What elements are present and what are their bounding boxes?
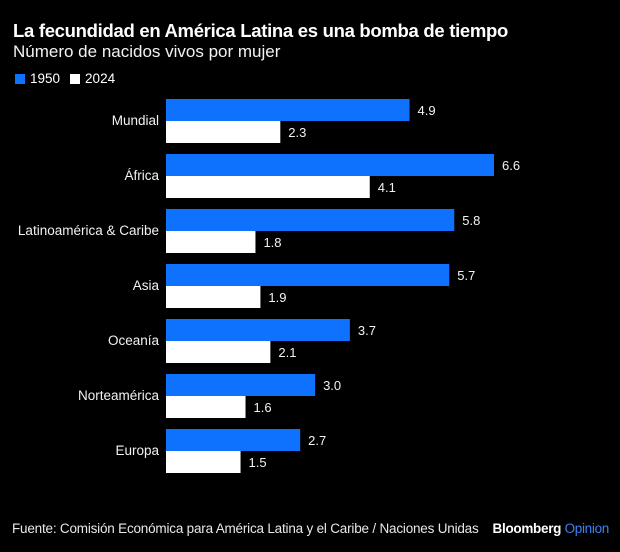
bar-2024 <box>166 121 281 143</box>
bar-1950 <box>166 264 450 286</box>
value-label-1950: 5.8 <box>462 213 480 228</box>
bar-group-mundial: Mundial 4.9 2.3 <box>112 99 436 143</box>
category-label: Latinoamérica & Caribe <box>18 223 159 238</box>
brand-primary: Bloomberg <box>492 521 562 536</box>
bar-1950 <box>166 429 301 451</box>
category-label: África <box>124 168 159 183</box>
legend-label-2024: 2024 <box>85 71 116 86</box>
bar-1950 <box>166 319 350 341</box>
category-label: Asia <box>133 278 160 293</box>
bar-2024 <box>166 231 256 253</box>
value-label-1950: 2.7 <box>308 433 326 448</box>
brand-logo: Bloomberg Opinion <box>492 521 610 536</box>
brand-secondary: Opinion <box>564 521 610 536</box>
value-label-2024: 1.6 <box>254 400 272 415</box>
category-label: Mundial <box>112 113 159 128</box>
value-label-2024: 1.5 <box>249 455 267 470</box>
bar-1950 <box>166 374 316 396</box>
legend-label-1950: 1950 <box>30 71 61 86</box>
chart-subtitle: Número de nacidos vivos por mujer <box>13 42 281 61</box>
value-label-2024: 1.8 <box>263 235 281 250</box>
bar-group-oceania: Oceanía 3.7 2.1 <box>108 319 376 363</box>
bar-2024 <box>166 286 261 308</box>
legend: 1950 2024 <box>15 71 125 86</box>
bar-group-latinoamerica-caribe: Latinoamérica & Caribe 5.8 1.8 <box>18 209 480 253</box>
value-label-1950: 5.7 <box>457 268 475 283</box>
category-label: Europa <box>115 443 159 458</box>
bar-group-europa: Europa 2.7 1.5 <box>115 429 326 473</box>
source-note: Fuente: Comisión Económica para América … <box>12 521 479 536</box>
legend-swatch-1950 <box>15 73 25 84</box>
value-label-1950: 3.0 <box>323 378 341 393</box>
bar-group-africa: África 6.6 4.1 <box>124 154 520 198</box>
legend-item-1950: 1950 <box>15 71 60 86</box>
bar-2024 <box>166 176 370 198</box>
category-label: Oceanía <box>108 333 160 348</box>
category-label: Norteamérica <box>78 388 160 403</box>
bar-2024 <box>166 451 241 473</box>
value-label-2024: 2.1 <box>278 345 296 360</box>
bar-2024 <box>166 396 246 418</box>
legend-swatch-2024 <box>70 73 81 84</box>
value-label-1950: 3.7 <box>358 323 376 338</box>
value-label-2024: 1.9 <box>268 290 286 305</box>
bar-group-norteamerica: Norteamérica 3.0 1.6 <box>78 374 341 418</box>
value-label-1950: 6.6 <box>502 158 520 173</box>
value-label-2024: 4.1 <box>378 180 396 195</box>
legend-item-2024: 2024 <box>70 71 115 86</box>
value-label-2024: 2.3 <box>288 125 306 140</box>
bar-group-asia: Asia 5.7 1.9 <box>133 264 475 308</box>
bar-1950 <box>166 99 410 121</box>
value-label-1950: 4.9 <box>418 103 436 118</box>
chart-title: La fecundidad en América Latina es una b… <box>13 20 509 41</box>
bar-2024 <box>166 341 271 363</box>
bar-1950 <box>166 154 494 176</box>
bar-1950 <box>166 209 455 231</box>
